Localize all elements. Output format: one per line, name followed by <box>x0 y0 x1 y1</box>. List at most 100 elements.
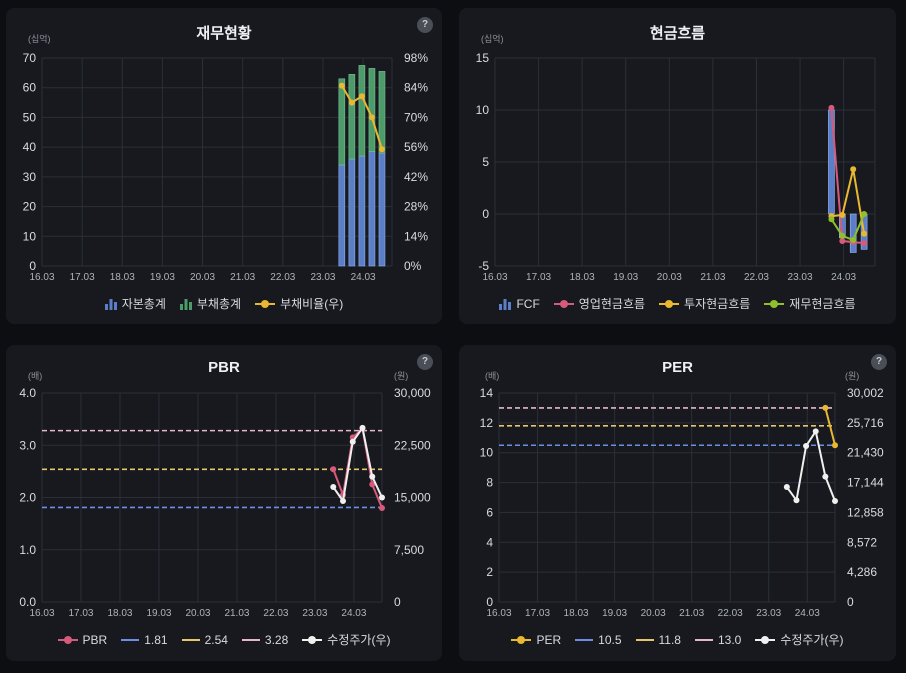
y-axis-unit: (십억) <box>28 34 51 44</box>
y-tick-label: 0 <box>482 207 489 221</box>
legend-label: 자본총계 <box>121 297 166 311</box>
legend-item[interactable]: 자본총계 <box>104 295 166 312</box>
x-tick-label: 22.03 <box>263 608 288 619</box>
legend-item[interactable]: 1.81 <box>121 631 168 648</box>
y-tick-label: 5 <box>482 155 489 169</box>
legend-item[interactable]: 수정주가(우) <box>755 631 844 648</box>
y-tick-label: 0 <box>486 595 493 609</box>
legend-item[interactable]: 재무현금흐름 <box>764 295 856 312</box>
y-tick-label: 10 <box>476 103 490 117</box>
y-tick-label: 0.0 <box>19 595 36 609</box>
x-tick-label: 24.03 <box>831 272 856 283</box>
pbr-chart: 16.03 17.03 18.03 19.03 20.03 21.03 22.03 23.03… <box>19 386 431 619</box>
series-line-영업현금흐름 <box>830 107 865 245</box>
legend-item[interactable]: PBR <box>57 631 108 648</box>
bar-부채총계 <box>358 65 366 157</box>
finance-chart: 16.03 17.03 18.03 19.03 20.03 21.03 22.03 23.03… <box>23 51 429 283</box>
finance-panel: 재무현황 ? (십억) 16.03 17.03 18.03 19.03 20.03 21.… <box>6 8 442 324</box>
series-point-PER <box>832 442 838 449</box>
series-point-부채비율(우) <box>378 146 385 153</box>
y-tick-label: -5 <box>478 259 489 273</box>
y2-axis-unit: (원) <box>394 371 409 381</box>
cashflow-chart: 16.03 17.03 18.03 19.03 20.03 21.03 22.03 23.03… <box>476 51 876 283</box>
series-line-PER <box>824 407 836 446</box>
series-point-PBR <box>330 466 337 473</box>
legend-item[interactable]: 2.54 <box>181 631 228 648</box>
series-point-수정주가(우) <box>812 428 819 435</box>
y2-tick-label: 17,144 <box>847 476 884 490</box>
series-point-수정주가(우) <box>793 497 800 504</box>
y2-tick-label: 42% <box>404 170 428 184</box>
series-point-수정주가(우) <box>832 497 838 504</box>
series-point-수정주가(우) <box>359 424 366 431</box>
y2-tick-label: 7,500 <box>394 543 424 557</box>
dash-line-icon <box>181 638 200 641</box>
y2-tick-label: 30,002 <box>847 386 884 400</box>
per-panel: PER ? (배) (원) 16.03 17.03 18.03 19.03 20.03 2… <box>459 345 896 661</box>
series-point-수정주가(우) <box>340 497 347 504</box>
legend-item[interactable]: 투자현금흐름 <box>659 295 750 312</box>
legend-item[interactable]: 부채총계 <box>179 295 242 312</box>
legend-label: FCF <box>516 296 540 311</box>
legend-item[interactable]: PER <box>511 631 561 648</box>
x-tick-label: 22.03 <box>270 272 295 283</box>
series-point-부채비율(우) <box>338 82 345 89</box>
legend-item[interactable]: 영업현금흐름 <box>553 295 645 312</box>
help-icon[interactable]: ? <box>871 354 887 370</box>
y-axis-unit: (배) <box>485 371 500 381</box>
y2-tick-label: 0% <box>404 259 422 273</box>
legend-label: 부채총계 <box>196 297 242 311</box>
help-icon[interactable]: ? <box>417 354 433 370</box>
series-line-재무현금흐름 <box>830 213 866 242</box>
bar-chart-icon <box>104 298 117 310</box>
line-marker-icon <box>755 635 776 644</box>
y-tick-label: 3.0 <box>19 438 36 452</box>
series-point-부채비율(우) <box>368 114 375 121</box>
legend-label: PBR <box>82 632 108 647</box>
legend-item[interactable]: 수정주가(우) <box>302 631 390 648</box>
panel-title: PER <box>662 359 693 376</box>
series-point-PBR <box>379 504 385 511</box>
legend-item[interactable]: 3.28 <box>241 631 289 648</box>
x-tick-label: 18.03 <box>107 608 132 619</box>
legend-label: 3.28 <box>264 632 289 647</box>
series-point-부채비율(우) <box>348 99 355 106</box>
y-tick-label: 10 <box>23 229 37 243</box>
legend-item[interactable]: 10.5 <box>575 631 622 648</box>
series-point-투자현금흐름 <box>839 212 846 219</box>
y-axis-unit: (십억) <box>481 34 504 44</box>
bar-chart-icon <box>499 298 512 310</box>
x-tick-label: 22.03 <box>744 272 769 283</box>
legend-item[interactable]: 13.0 <box>694 631 741 648</box>
x-tick-label: 20.03 <box>657 272 682 283</box>
legend-item[interactable]: FCF <box>499 295 540 312</box>
chart-legend: 자본총계 부채총계 부채비율(우) <box>6 295 442 312</box>
panel-title: 재무현황 <box>196 25 252 42</box>
x-tick-label: 19.03 <box>150 272 175 283</box>
chart-legend: FCF 영업현금흐름 투자현금흐름 재무현금흐름 <box>459 295 896 312</box>
series-point-투자현금흐름 <box>861 230 868 237</box>
bar-부채총계 <box>378 71 386 154</box>
legend-label: 수정주가(우) <box>780 633 844 647</box>
legend-item[interactable]: 부채비율(우) <box>255 295 343 312</box>
x-tick-label: 21.03 <box>679 608 704 619</box>
y-tick-label: 1.0 <box>19 543 36 557</box>
series-point-수정주가(우) <box>783 484 790 491</box>
x-tick-label: 24.03 <box>351 272 376 283</box>
y2-tick-label: 30,000 <box>394 386 431 400</box>
legend-item[interactable]: 11.8 <box>635 631 681 648</box>
line-marker-icon <box>659 299 680 308</box>
bar-chart-icon <box>179 298 192 310</box>
x-tick-label: 24.03 <box>341 608 366 619</box>
bar-부채총계 <box>368 68 376 152</box>
series-point-부채비율(우) <box>358 93 365 100</box>
y2-tick-label: 70% <box>404 110 428 124</box>
line-marker-icon <box>553 299 574 308</box>
bar-부채총계 <box>338 78 346 166</box>
y-tick-label: 50 <box>23 110 37 124</box>
series-point-수정주가(우) <box>379 494 385 501</box>
series-point-PER <box>822 404 829 411</box>
x-tick-label: 18.03 <box>110 272 135 283</box>
series-point-투자현금흐름 <box>850 166 857 173</box>
help-icon[interactable]: ? <box>417 17 433 33</box>
